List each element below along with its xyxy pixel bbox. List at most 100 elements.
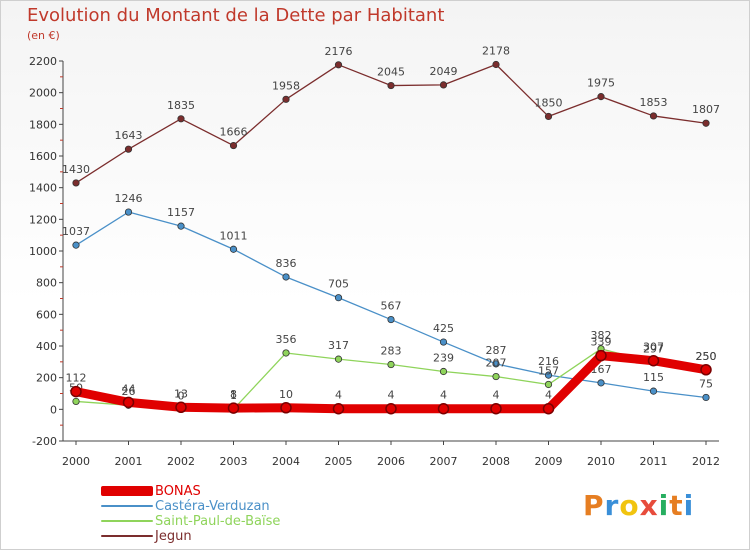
- data-label-bonas: 4: [335, 389, 342, 402]
- legend-swatch-bonas: [101, 486, 153, 496]
- y-tick-label: -200: [32, 435, 57, 448]
- x-tick-label: 2006: [377, 455, 405, 468]
- data-point-castera-verduzan: [124, 208, 133, 216]
- data-label-castera-verduzan: 1246: [115, 192, 143, 205]
- data-point-castera-verduzan: [702, 393, 710, 402]
- data-label-bonas: 112: [66, 372, 87, 385]
- x-tick-label: 2000: [62, 455, 90, 468]
- data-point-bonas: [595, 349, 607, 362]
- legend-label-jegun: Jegun: [155, 529, 192, 544]
- data-point-jegun: [439, 81, 448, 89]
- data-label-castera-verduzan: 567: [381, 300, 402, 313]
- data-label-bonas: 10: [279, 388, 293, 401]
- data-point-bonas: [700, 364, 712, 376]
- data-label-saint-paul-de-baise: 26: [122, 385, 136, 398]
- data-label-saint-paul-de-baise: 250: [696, 350, 717, 363]
- legend-label-bonas: BONAS: [155, 484, 201, 499]
- x-tick-label: 2008: [482, 455, 510, 468]
- x-tick-label: 2007: [430, 455, 458, 468]
- data-label-jegun: 1850: [535, 96, 563, 109]
- y-tick-label: 1600: [29, 150, 57, 163]
- data-label-saint-paul-de-baise: 283: [381, 345, 402, 358]
- data-point-bonas: [490, 402, 502, 415]
- data-label-jegun: 1958: [272, 79, 300, 92]
- data-label-jegun: 1835: [167, 99, 195, 112]
- data-label-castera-verduzan: 287: [486, 344, 507, 357]
- data-label-saint-paul-de-baise: 239: [433, 351, 454, 364]
- logo-letter: t: [669, 489, 684, 522]
- data-label-jegun: 2045: [377, 66, 405, 79]
- y-tick-label: 1000: [29, 245, 57, 258]
- data-label-saint-paul-de-baise: 1: [230, 389, 237, 402]
- data-point-jegun: [282, 95, 290, 103]
- data-point-bonas: [70, 385, 82, 398]
- x-tick-label: 2001: [115, 455, 143, 468]
- y-tick-label: 1400: [29, 182, 57, 195]
- data-label-saint-paul-de-baise: 157: [538, 364, 559, 377]
- data-label-castera-verduzan: 115: [643, 371, 664, 384]
- y-tick-label: 400: [36, 340, 57, 353]
- y-tick-label: 600: [36, 308, 57, 321]
- data-label-bonas: 44: [122, 382, 136, 395]
- data-label-bonas: 339: [591, 336, 612, 349]
- data-label-bonas: 307: [643, 341, 664, 354]
- data-label-saint-paul-de-baise: 317: [328, 339, 349, 352]
- data-label-jegun: 1643: [115, 129, 143, 142]
- data-point-bonas: [437, 402, 450, 415]
- data-label-bonas: 4: [388, 389, 395, 402]
- data-point-bonas: [542, 402, 555, 415]
- data-point-bonas: [332, 402, 345, 415]
- x-tick-label: 2011: [640, 455, 668, 468]
- data-point-saint-paul-de-baise: [282, 349, 290, 357]
- logo-letter: x: [639, 489, 659, 522]
- data-point-castera-verduzan: [334, 294, 343, 302]
- data-point-jegun: [702, 119, 710, 127]
- data-label-castera-verduzan: 425: [433, 322, 454, 335]
- data-label-castera-verduzan: 1037: [62, 225, 90, 238]
- data-point-jegun: [544, 112, 553, 121]
- data-point-castera-verduzan: [177, 222, 185, 230]
- y-tick-label: 200: [36, 372, 57, 385]
- data-point-castera-verduzan: [649, 387, 658, 395]
- data-point-jegun: [597, 93, 605, 101]
- data-label-saint-paul-de-baise: 0: [178, 389, 185, 402]
- data-label-bonas: 8: [230, 388, 237, 401]
- data-point-jegun: [124, 145, 133, 153]
- y-tick-label: 2200: [29, 55, 57, 68]
- data-point-saint-paul-de-baise: [439, 367, 448, 376]
- chart-title: Evolution du Montant de la Dette par Hab…: [27, 5, 445, 26]
- data-label-jegun: 2178: [482, 44, 510, 57]
- data-point-bonas: [122, 396, 135, 409]
- data-label-castera-verduzan: 1157: [167, 206, 195, 219]
- data-label-saint-paul-de-baise: 356: [276, 333, 297, 346]
- data-label-castera-verduzan: 216: [538, 355, 559, 368]
- legend-label-saint-paul-de-baise: Saint-Paul-de-Baïse: [155, 514, 281, 529]
- data-point-castera-verduzan: [72, 241, 80, 249]
- logo-letter: r: [604, 489, 620, 522]
- data-label-bonas: 13: [174, 387, 188, 400]
- data-point-bonas: [227, 402, 240, 414]
- x-tick-label: 2010: [587, 455, 615, 468]
- data-label-jegun: 2176: [325, 45, 353, 58]
- data-point-saint-paul-de-baise: [334, 355, 343, 363]
- legend-swatch-saint-paul-de-baise: [101, 520, 153, 522]
- data-label-saint-paul-de-baise: 382: [591, 329, 612, 342]
- x-tick-label: 2002: [167, 455, 195, 468]
- proxiti-logo: Proxiti: [583, 489, 694, 522]
- legend-swatch-castera-verduzan: [101, 505, 153, 507]
- data-point-castera-verduzan: [387, 315, 395, 324]
- legend-label-castera-verduzan: Castéra-Verduzan: [155, 499, 270, 514]
- data-point-castera-verduzan: [439, 338, 448, 346]
- x-tick-label: 2009: [535, 455, 563, 468]
- data-point-jegun: [387, 81, 395, 90]
- legend-swatch-jegun: [101, 535, 153, 537]
- data-label-bonas: 4: [440, 389, 447, 402]
- data-point-castera-verduzan: [544, 371, 553, 379]
- y-tick-label: 1200: [29, 213, 57, 226]
- data-point-castera-verduzan: [229, 245, 238, 253]
- data-point-saint-paul-de-baise: [387, 360, 395, 369]
- data-point-saint-paul-de-baise: [492, 372, 500, 381]
- data-point-bonas: [175, 401, 187, 414]
- data-label-castera-verduzan: 1011: [220, 229, 248, 242]
